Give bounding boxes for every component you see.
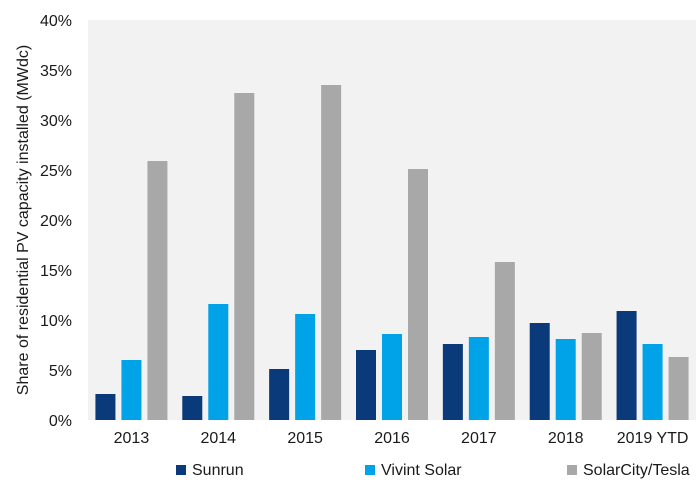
- y-tick-label: 35%: [40, 63, 72, 80]
- bar-vivint-solar-2015: [295, 314, 316, 420]
- bar-sunrun-2016: [356, 350, 376, 420]
- legend-label: Sunrun: [192, 462, 244, 479]
- x-tick-label: 2017: [461, 430, 497, 447]
- bar-vivint-solar-2016: [382, 334, 402, 420]
- x-tick-label: 2014: [200, 430, 236, 447]
- bar-sunrun-2014: [182, 396, 203, 420]
- bar-solarcity-tesla-2014: [234, 93, 255, 420]
- x-tick-label: 2016: [374, 430, 410, 447]
- bar-vivint-solar-2017: [468, 337, 489, 420]
- x-tick-label: 2015: [287, 430, 323, 447]
- x-axis-ticks: 2013 2014 2015 2016 2017 2018 2019 YTD: [114, 430, 689, 447]
- y-tick-label: 30%: [40, 113, 72, 130]
- x-tick-label: 2018: [548, 430, 584, 447]
- bar-solarcity-tesla-2017: [494, 262, 515, 420]
- legend-swatch: [176, 465, 186, 475]
- legend-label: Vivint Solar: [381, 462, 462, 479]
- bar-solarcity-tesla-2015: [321, 85, 342, 420]
- bar-sunrun-2017: [442, 344, 463, 420]
- bar-sunrun-2018: [529, 323, 550, 420]
- x-tick-label: 2019 YTD: [617, 430, 689, 447]
- y-axis-ticks: 0% 5% 10% 15% 20% 25% 30% 35% 40%: [40, 13, 72, 430]
- y-tick-label: 40%: [40, 13, 72, 30]
- bar-sunrun-2013: [95, 394, 116, 420]
- bar-vivint-solar-2013: [121, 360, 142, 420]
- bar-vivint-solar-2019-ytd: [642, 344, 663, 420]
- bars-group: [95, 85, 689, 420]
- bar-solarcity-tesla-2019-ytd: [668, 357, 689, 420]
- y-tick-label: 10%: [40, 313, 72, 330]
- y-tick-label: 20%: [40, 213, 72, 230]
- bar-solarcity-tesla-2018: [581, 333, 602, 420]
- y-tick-label: 15%: [40, 263, 72, 280]
- legend: Sunrun Vivint Solar SolarCity/Tesla: [176, 462, 690, 479]
- bar-solarcity-tesla-2016: [408, 169, 428, 420]
- legend-swatch: [365, 465, 375, 475]
- y-tick-label: 0%: [49, 413, 72, 430]
- y-tick-label: 5%: [49, 363, 72, 380]
- bar-vivint-solar-2014: [208, 304, 229, 420]
- bar-sunrun-2015: [269, 369, 290, 420]
- bar-vivint-solar-2018: [555, 339, 576, 420]
- bar-sunrun-2019-ytd: [616, 311, 637, 420]
- legend-swatch: [567, 465, 577, 475]
- legend-label: SolarCity/Tesla: [583, 462, 690, 479]
- bar-solarcity-tesla-2013: [147, 161, 168, 420]
- x-tick-label: 2013: [114, 430, 150, 447]
- y-tick-label: 25%: [40, 163, 72, 180]
- y-axis-label: Share of residential PV capacity install…: [15, 45, 32, 395]
